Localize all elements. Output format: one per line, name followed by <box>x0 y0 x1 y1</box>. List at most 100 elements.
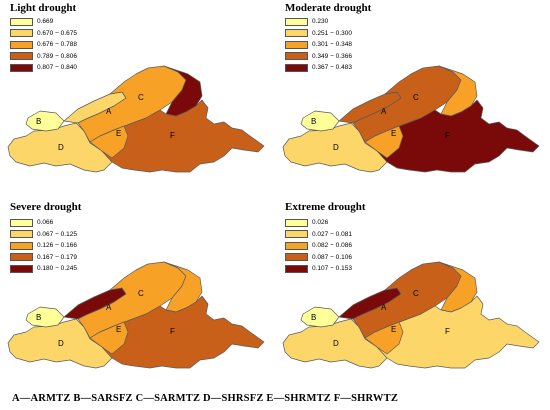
legend-item: 0.251 − 0.300 <box>285 28 352 40</box>
map-moderate: A B C D E F <box>282 65 540 173</box>
zone-label: E <box>391 129 396 138</box>
legend-swatch <box>10 218 33 227</box>
legend-swatch <box>10 17 33 26</box>
legend-swatch <box>285 17 308 26</box>
zone-label: D <box>58 339 64 348</box>
legend-label: 0.230 <box>312 18 329 26</box>
legend-swatch <box>10 230 33 239</box>
legend-label: 0.807 − 0.840 <box>37 64 77 72</box>
legend-item: 0.066 <box>10 217 77 229</box>
legend-label: 0.669 <box>37 18 54 26</box>
legend-label: 0.067 − 0.125 <box>37 230 77 238</box>
map-legend: 0.026 0.027 − 0.081 0.082 − 0.086 0.087 … <box>285 217 352 275</box>
legend-swatch <box>285 264 308 273</box>
legend-item: 0.126 − 0.166 <box>10 240 77 252</box>
legend-item: 0.367 − 0.483 <box>285 62 352 74</box>
zone-label: F <box>445 327 450 336</box>
legend-item: 0.670 − 0.675 <box>10 28 77 40</box>
zone-f <box>364 99 540 173</box>
panel-title: Severe drought <box>10 201 82 213</box>
legend-label: 0.367 − 0.483 <box>312 64 352 72</box>
zone-label: D <box>333 143 339 152</box>
legend-item: 0.167 − 0.179 <box>10 252 77 264</box>
legend-item: 0.301 − 0.348 <box>285 39 352 51</box>
legend-swatch <box>10 29 33 38</box>
legend-swatch <box>10 241 33 250</box>
legend-swatch <box>285 40 308 49</box>
zone-label: C <box>138 93 144 102</box>
zone-label: A <box>381 107 387 116</box>
zone-e <box>89 125 129 159</box>
legend-item: 0.026 <box>285 217 352 229</box>
zone-label: A <box>381 303 387 312</box>
zone-label: F <box>445 131 450 140</box>
zone-b <box>25 110 65 132</box>
zone-e <box>89 321 129 355</box>
map-panel-light: A B C D E F Light drought 0.669 0.670 − 0.675… <box>0 0 275 195</box>
panel-title: Moderate drought <box>285 2 372 14</box>
map-panel-moderate: A B C D E F Moderate drought 0.230 0.251 − 0.… <box>275 0 550 195</box>
legend-label: 0.167 − 0.179 <box>37 253 77 261</box>
zone-label: E <box>116 129 121 138</box>
zone-label: F <box>170 131 175 140</box>
zone-label: A <box>106 107 112 116</box>
zone-f <box>89 99 265 173</box>
legend-label: 0.026 <box>312 219 329 227</box>
legend-swatch <box>285 29 308 38</box>
legend-item: 0.180 − 0.245 <box>10 263 77 275</box>
legend-label: 0.087 − 0.106 <box>312 253 352 261</box>
legend-swatch <box>10 52 33 61</box>
map-legend: 0.230 0.251 − 0.300 0.301 − 0.348 0.349 … <box>285 16 352 74</box>
legend-label: 0.126 − 0.166 <box>37 242 77 250</box>
map-legend: 0.669 0.670 − 0.675 0.676 − 0.788 0.789 … <box>10 16 77 74</box>
legend-label: 0.180 − 0.245 <box>37 265 77 273</box>
zone-f <box>89 295 265 369</box>
legend-swatch <box>285 63 308 72</box>
map-light: A B C D E F <box>7 65 265 173</box>
legend-label: 0.107 − 0.153 <box>312 265 352 273</box>
legend-item: 0.067 − 0.125 <box>10 229 77 241</box>
legend-item: 0.027 − 0.081 <box>285 229 352 241</box>
zone-label: A <box>106 303 112 312</box>
panel-title: Extreme drought <box>285 201 366 213</box>
panel-title: Light drought <box>10 2 77 14</box>
zone-label: B <box>311 117 316 126</box>
zone-b <box>300 306 340 328</box>
map-extreme: A B C D E F <box>282 261 540 369</box>
zone-label: C <box>413 289 419 298</box>
zone-label: B <box>36 313 41 322</box>
zone-label: C <box>413 93 419 102</box>
map-legend: 0.066 0.067 − 0.125 0.126 − 0.166 0.167 … <box>10 217 77 275</box>
zone-b <box>300 110 340 132</box>
zone-e <box>364 125 404 159</box>
map-severe: A B C D E F <box>7 261 265 369</box>
zone-label: F <box>170 327 175 336</box>
legend-item: 0.807 − 0.840 <box>10 62 77 74</box>
legend-label: 0.251 − 0.300 <box>312 29 352 37</box>
legend-swatch <box>10 40 33 49</box>
map-panel-extreme: A B C D E F Extreme drought 0.026 0.027 − 0.0… <box>275 196 550 391</box>
legend-swatch <box>10 264 33 273</box>
legend-label: 0.676 − 0.788 <box>37 41 77 49</box>
zone-label: E <box>391 325 396 334</box>
zone-b <box>25 306 65 328</box>
zone-label: C <box>138 289 144 298</box>
legend-swatch <box>10 63 33 72</box>
legend-label: 0.066 <box>37 219 54 227</box>
legend-swatch <box>10 253 33 262</box>
zone-label: E <box>116 325 121 334</box>
legend-label: 0.789 − 0.806 <box>37 52 77 60</box>
zone-label: B <box>311 313 316 322</box>
zone-key-caption: A—ARMTZ B—SARSFZ C—SARMTZ D—SHRSFZ E—SHR… <box>12 393 399 404</box>
zone-label: D <box>333 339 339 348</box>
legend-item: 0.107 − 0.153 <box>285 263 352 275</box>
legend-swatch <box>285 218 308 227</box>
legend-label: 0.349 − 0.366 <box>312 52 352 60</box>
legend-swatch <box>285 253 308 262</box>
legend-item: 0.230 <box>285 16 352 28</box>
legend-item: 0.669 <box>10 16 77 28</box>
legend-swatch <box>285 52 308 61</box>
legend-label: 0.301 − 0.348 <box>312 41 352 49</box>
zone-label: D <box>58 143 64 152</box>
legend-item: 0.789 − 0.806 <box>10 51 77 63</box>
